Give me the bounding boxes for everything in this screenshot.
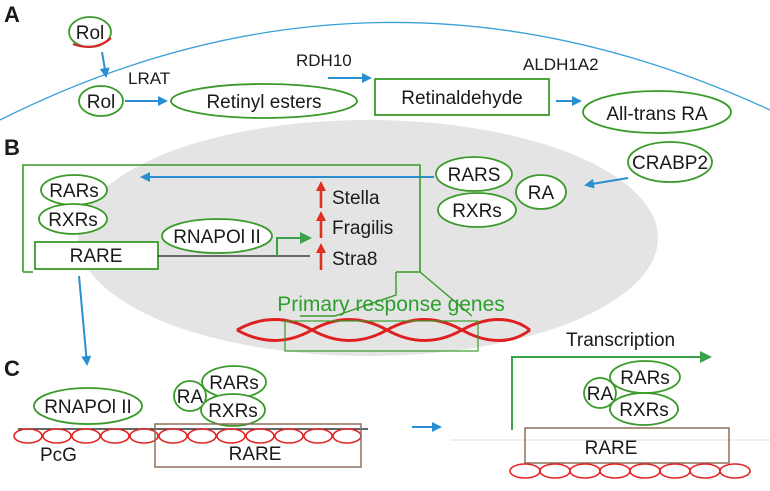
all-trans-ra-label: All-trans RA <box>606 104 708 125</box>
rxrs-right-node <box>437 192 517 228</box>
rdh10-label: RDH10 <box>296 51 352 70</box>
open-nucleosomes <box>509 463 751 479</box>
rars-left-label: RARs <box>49 181 99 202</box>
rars-c-right-label: RARs <box>620 368 670 389</box>
crabp2-label: CRABP2 <box>632 153 708 174</box>
transcription-arrow <box>511 351 712 430</box>
pcg-nucleosomes <box>13 428 362 444</box>
rnapol-b-label: RNAPOl II <box>173 227 261 248</box>
primary-response-genes-label: Primary response genes <box>277 293 505 316</box>
membrane-receptor-mark <box>72 37 112 49</box>
gene-fragilis: Fragilis <box>332 218 393 239</box>
gene-stella: Stella <box>332 188 380 209</box>
rxrs-c-left-node <box>200 393 266 427</box>
rxrs-left-node <box>38 203 108 235</box>
rxrs-c-left-label: RXRs <box>208 401 258 422</box>
retinaldehyde-label: Retinaldehyde <box>401 88 522 109</box>
ra-c-right-label: RA <box>587 384 614 405</box>
rars-right-node <box>435 156 513 192</box>
retinyl-esters-label: Retinyl esters <box>206 92 321 113</box>
transcription-label: Transcription <box>566 330 675 351</box>
rol-outside-node: Rol <box>68 16 112 49</box>
rare-c-right-box <box>524 427 730 464</box>
ra-right-node <box>515 174 567 210</box>
nucleus <box>78 120 658 356</box>
callout-connector <box>300 272 397 317</box>
rare-c-left-label: RARE <box>229 444 282 465</box>
crabp2-node <box>627 141 713 183</box>
ra-c-left-label: RA <box>177 387 204 408</box>
rol-inside-node <box>78 85 124 117</box>
rol-inside-label: Rol <box>87 92 116 113</box>
callout-connector-right <box>419 271 473 317</box>
panel-label-b: B <box>4 135 20 160</box>
rnapol-b-node <box>161 218 273 254</box>
retinaldehyde-node <box>374 78 550 116</box>
rare-c-left-box <box>154 423 362 468</box>
aldh1a2-label: ALDH1A2 <box>523 55 599 74</box>
rnapol-c-label: RNAPOl II <box>44 397 132 418</box>
pcg-label: PcG <box>40 445 77 466</box>
rxrs-c-right-label: RXRs <box>619 400 669 421</box>
rxrs-right-label: RXRs <box>452 201 502 222</box>
rare-left-label: RARE <box>70 246 123 267</box>
uptake-arrow <box>99 51 110 78</box>
b-to-c-arrow <box>78 275 92 366</box>
panel-label-c: C <box>4 356 20 381</box>
all-trans-ra-node <box>582 90 732 134</box>
ra-c-right-node <box>583 377 617 409</box>
retinyl-esters-node <box>170 83 358 119</box>
rars-c-left-label: RARs <box>209 373 259 394</box>
crabp2-arrow <box>584 177 629 189</box>
panel-label-a: A <box>4 2 20 27</box>
gene-stra8: Stra8 <box>332 249 377 270</box>
rare-c-right-label: RARE <box>585 438 638 459</box>
rol-outside-label: Rol <box>76 23 105 44</box>
gene-box <box>22 164 421 273</box>
transcription-start-arrow <box>276 232 312 256</box>
primary-response-box <box>284 320 479 352</box>
rxrs-left-label: RXRs <box>48 210 98 231</box>
ra-right-label: RA <box>528 183 555 204</box>
ra-c-left-node <box>173 380 207 412</box>
rxrs-c-right-node <box>609 392 679 426</box>
lrat-label: LRAT <box>128 69 170 88</box>
rnapol-c-node <box>33 387 143 425</box>
rars-right-label: RARS <box>448 165 501 186</box>
